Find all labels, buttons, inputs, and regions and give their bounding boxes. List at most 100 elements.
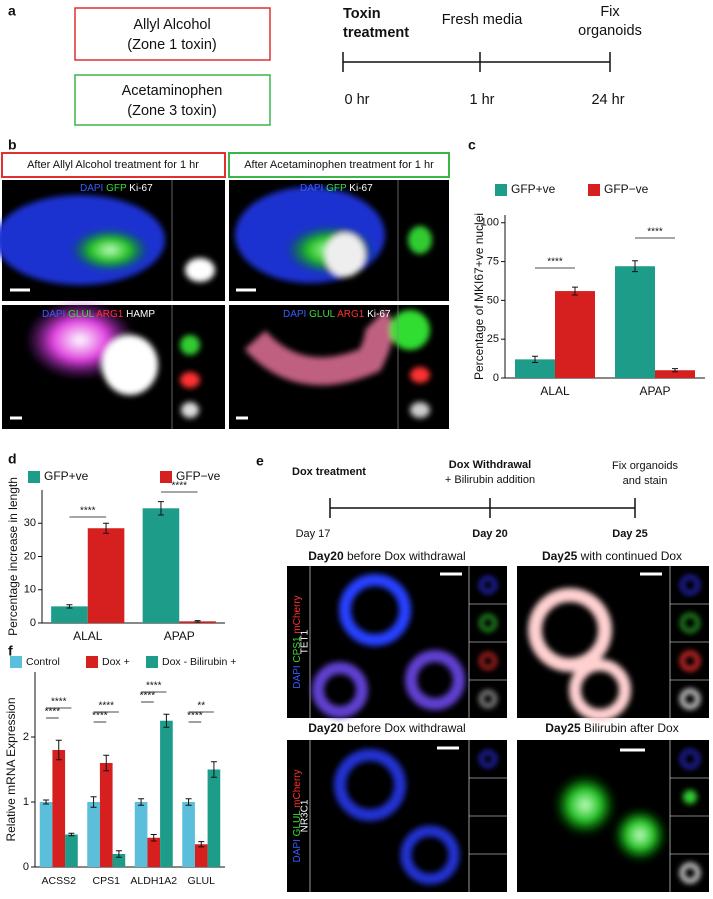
panel-a: a Allyl Alcohol (Zone 1 toxin) Acetamino…: [8, 3, 642, 126]
significance-label: ****: [187, 711, 203, 722]
panel-label: b: [8, 137, 17, 153]
legend-label: GFP+ve: [511, 182, 556, 196]
x-tick-label: GLUL: [188, 875, 216, 887]
panel-label: d: [8, 451, 17, 467]
event-label: organoids: [578, 23, 642, 39]
panel-label: a: [8, 3, 16, 19]
stain-legend: DAPI GFP Ki-67: [300, 183, 373, 194]
error-bar: [198, 841, 205, 848]
x-tick-label: CPS1: [93, 875, 121, 887]
legend-label: GFP−ve: [604, 182, 649, 196]
error-bar: [138, 798, 145, 806]
legend-swatch: [146, 656, 158, 668]
y-tick-label: 25: [487, 333, 499, 345]
y-tick-label: 10: [24, 584, 36, 596]
event-label: Dox treatment: [292, 466, 366, 478]
bar: [515, 359, 555, 378]
y-axis-label: Percentage increase in length: [6, 477, 20, 636]
significance-label: ****: [171, 481, 187, 492]
event-time: Day 25: [612, 528, 647, 540]
bar: [65, 834, 78, 867]
significance-label: ****: [80, 506, 96, 517]
x-tick-label: APAP: [164, 629, 195, 643]
error-bar: [572, 286, 578, 296]
y-tick-label: 30: [24, 517, 36, 529]
event-label: Fresh media: [442, 12, 524, 28]
micrographs: [0, 180, 449, 429]
panel-e: e Dox treatment Dox Withdrawal + Bilirub…: [256, 453, 709, 892]
image-title: Day20 before Dox withdrawal: [308, 549, 465, 563]
bar: [112, 854, 126, 867]
error-bar: [68, 832, 75, 837]
event-time: 0 hr: [345, 92, 370, 108]
y-axis-label: Relative mRNA Expression: [4, 697, 18, 841]
significance-label: ****: [98, 701, 114, 712]
toxin-zone: (Zone 3 toxin): [127, 103, 216, 119]
y-tick-label: 20: [24, 550, 36, 562]
event-time: 1 hr: [470, 92, 495, 108]
bar: [134, 802, 148, 867]
significance-label: ****: [647, 227, 663, 238]
legend-swatch: [160, 471, 172, 483]
error-bar: [185, 798, 192, 806]
error-bar: [150, 834, 157, 842]
y-axis-label: Percentage of MKI67+ve nuclei: [472, 213, 486, 380]
toxin-name: Acetaminophen: [122, 83, 223, 99]
toxin-box: [74, 7, 271, 61]
image-title: Day25 Bilirubin after Dox: [545, 721, 678, 735]
panel-label: c: [468, 137, 476, 153]
stain-legend: DAPI GFP Ki-67: [80, 183, 153, 194]
y-tick-label: 100: [481, 217, 499, 229]
error-bar: [672, 368, 678, 373]
bar: [182, 802, 195, 867]
event-label: Toxin: [343, 6, 381, 22]
significance-label: ****: [92, 711, 108, 722]
stain-legend: NR3C1: [300, 799, 311, 832]
timeline: [342, 52, 611, 72]
stain-legend: DAPI GLUL mCherry: [292, 769, 303, 862]
legend-label: Dox +: [102, 656, 130, 668]
bar: [87, 528, 125, 623]
y-tick-label: 2: [23, 731, 29, 743]
y-tick-label: 1: [23, 796, 29, 808]
legend-label: GFP−ve: [176, 469, 221, 483]
significance-label: ****: [51, 697, 67, 708]
bar: [52, 750, 66, 867]
header-box: [228, 152, 450, 178]
y-tick-label: 0: [30, 617, 36, 629]
significance-label: **: [197, 701, 205, 712]
x-tick-label: ACSS2: [42, 875, 77, 887]
legend-swatch: [10, 656, 22, 668]
legend-label: Control: [26, 656, 60, 668]
y-tick-label: 0: [23, 861, 29, 873]
error-bar: [66, 604, 73, 609]
bar: [142, 508, 180, 623]
bar: [194, 844, 208, 867]
stain-legend: DAPI GLUL ARG1 HAMP: [42, 309, 155, 320]
x-tick-label: ALAL: [73, 629, 103, 643]
x-tick-label: APAP: [639, 384, 670, 398]
panel-label: e: [256, 453, 264, 469]
significance-label: ****: [547, 257, 563, 268]
bar: [51, 606, 88, 623]
error-bar: [43, 799, 50, 805]
bar: [615, 266, 655, 378]
error-bar: [103, 754, 110, 772]
stain-legend: TET1: [300, 629, 311, 654]
x-tick-label: ALAL: [540, 384, 570, 398]
x-tick-label: ALDH1A2: [130, 875, 177, 887]
significance-label: ****: [45, 707, 61, 718]
event-label: + Bilirubin addition: [445, 474, 535, 486]
stain-legend: DAPI GLUL ARG1 Ki-67: [283, 309, 391, 320]
bar: [655, 370, 695, 378]
header-box: [1, 152, 226, 178]
event-label: treatment: [343, 25, 409, 41]
error-bar: [55, 739, 62, 761]
significance-label: ****: [146, 681, 162, 692]
error-bar: [103, 522, 110, 534]
toxin-name: Allyl Alcohol: [133, 17, 210, 33]
significance-label: ****: [140, 691, 156, 702]
bar: [39, 802, 53, 867]
panel-label: f: [8, 643, 13, 659]
